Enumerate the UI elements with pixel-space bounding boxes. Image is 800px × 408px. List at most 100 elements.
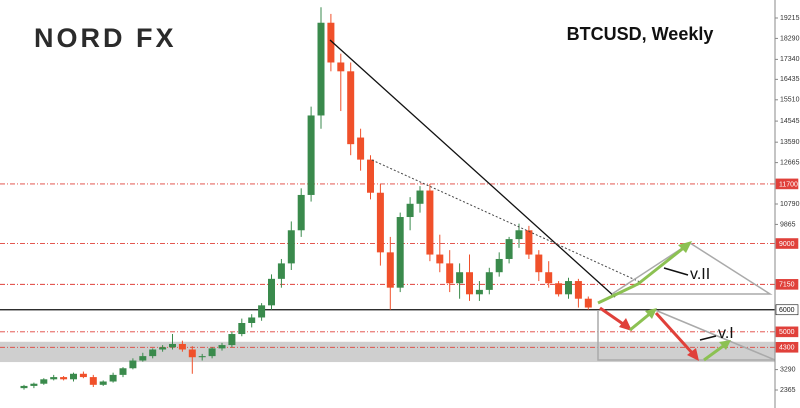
candle-body bbox=[535, 254, 543, 273]
arrow bbox=[597, 281, 641, 305]
arrow bbox=[703, 342, 727, 362]
candle-body bbox=[99, 381, 107, 385]
candle-body bbox=[475, 289, 483, 295]
logo: NORD FX bbox=[34, 23, 177, 53]
candle-body bbox=[129, 360, 137, 369]
candle-body bbox=[169, 343, 176, 348]
y-tick-label: 14545 bbox=[780, 118, 800, 125]
candle-body bbox=[218, 345, 226, 349]
arrow bbox=[599, 306, 627, 328]
label-pointer bbox=[699, 335, 717, 341]
candle-body bbox=[505, 239, 513, 259]
candle-body bbox=[287, 230, 295, 264]
level-label-box bbox=[775, 238, 799, 249]
candle-body bbox=[565, 281, 572, 295]
candle-body bbox=[357, 137, 365, 160]
candle-body bbox=[228, 334, 236, 346]
arrow bbox=[629, 310, 653, 332]
candle-body bbox=[574, 281, 582, 299]
y-tick-label: 10790 bbox=[780, 201, 800, 208]
arrow bbox=[654, 311, 696, 357]
chart-title: BTCUSD, Weekly bbox=[567, 24, 714, 44]
y-tick-label: 17340 bbox=[780, 56, 800, 63]
candle-body bbox=[79, 373, 87, 378]
candle-body bbox=[198, 356, 206, 358]
wave-label: v.I bbox=[718, 325, 734, 342]
candle-body bbox=[515, 230, 523, 240]
candle-body bbox=[50, 377, 58, 380]
candle-body bbox=[584, 298, 592, 308]
y-tick-label: 2365 bbox=[780, 387, 796, 394]
scenario-outline bbox=[611, 242, 773, 295]
level-label-box bbox=[775, 178, 799, 190]
level-label: 7150 bbox=[779, 282, 795, 289]
candle-body bbox=[545, 272, 553, 284]
candle-body bbox=[159, 347, 167, 350]
y-tick-label: 19215 bbox=[780, 15, 800, 22]
candle-body bbox=[416, 190, 424, 204]
candle-body bbox=[396, 217, 404, 288]
candle-body bbox=[60, 377, 68, 380]
trend-line-dotted bbox=[371, 159, 641, 283]
level-label: 9000 bbox=[779, 241, 795, 248]
candle-body bbox=[456, 272, 464, 284]
candle-body bbox=[20, 385, 28, 389]
price-axis: 19215 18290 17340 16435 15510 14545 13590 12665… bbox=[775, 15, 800, 394]
candle-body bbox=[30, 383, 38, 386]
candle-body bbox=[268, 278, 275, 306]
level-label: 5000 bbox=[779, 329, 795, 336]
candle-body bbox=[386, 252, 394, 288]
candle-body bbox=[248, 317, 256, 323]
candle-body bbox=[327, 22, 335, 63]
level-label: 11700 bbox=[779, 181, 798, 188]
candle-body bbox=[376, 192, 384, 253]
y-tick-label: 3290 bbox=[780, 366, 796, 373]
candle-body bbox=[406, 203, 414, 218]
arrow-head bbox=[619, 318, 632, 331]
y-tick-label: 9865 bbox=[780, 221, 796, 228]
arrow-head bbox=[687, 348, 699, 361]
candle-body bbox=[337, 62, 345, 72]
level-label: 6000 bbox=[779, 307, 795, 314]
candle-body bbox=[70, 373, 77, 380]
candle-body bbox=[525, 230, 533, 255]
candle-body bbox=[149, 349, 157, 357]
candle-body bbox=[258, 305, 266, 318]
level-label-box bbox=[775, 341, 799, 353]
candle-body bbox=[555, 283, 563, 295]
candle-body bbox=[347, 71, 355, 145]
candle-body bbox=[307, 115, 315, 195]
candle-body bbox=[188, 349, 196, 358]
candle-body bbox=[178, 343, 186, 350]
level-label-box bbox=[775, 304, 799, 316]
candle-body bbox=[40, 379, 48, 384]
candles bbox=[20, 7, 592, 390]
candle-body bbox=[426, 190, 434, 255]
arrow bbox=[637, 244, 687, 286]
arrow-head bbox=[645, 308, 657, 319]
candle-body bbox=[436, 254, 444, 264]
level-label-box bbox=[775, 326, 799, 338]
drawings: v.II v.I bbox=[329, 39, 776, 362]
candle-body bbox=[466, 272, 473, 295]
candle-body bbox=[495, 258, 503, 273]
level-label: 4300 bbox=[779, 345, 795, 352]
candle-body bbox=[446, 263, 454, 284]
candle-body bbox=[317, 22, 325, 116]
y-tick-label: 15510 bbox=[780, 97, 800, 104]
candle-body bbox=[208, 348, 216, 357]
candle-body bbox=[139, 356, 147, 361]
candle-body bbox=[297, 194, 305, 231]
y-tick-label: 13590 bbox=[780, 139, 800, 146]
scenario-outline bbox=[597, 309, 776, 361]
y-tick-label: 12665 bbox=[780, 159, 800, 166]
candle-body bbox=[238, 323, 246, 335]
y-tick-label: 16435 bbox=[780, 76, 800, 83]
arrow-head bbox=[719, 340, 731, 350]
candle-body bbox=[485, 272, 493, 290]
trend-line bbox=[329, 39, 616, 298]
candle-body bbox=[277, 263, 285, 279]
candle-body bbox=[109, 374, 117, 382]
